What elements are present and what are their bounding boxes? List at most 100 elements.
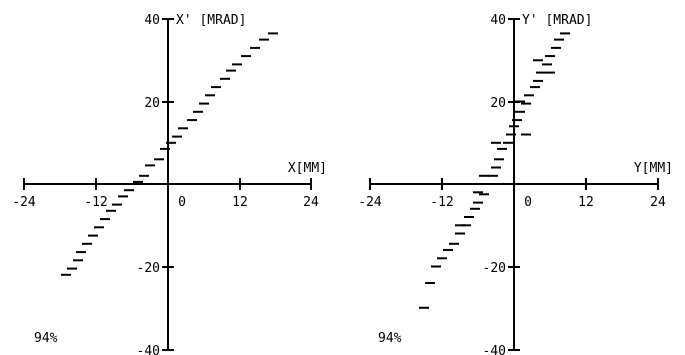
scatter-point [211, 86, 221, 89]
y-tick-label: -20 [137, 261, 160, 276]
scatter-point [554, 38, 564, 41]
scatter-point [172, 135, 182, 138]
x-tick-label: -24 [12, 195, 36, 210]
scatter-point [419, 306, 429, 309]
scatter-point [106, 209, 116, 212]
scatter-points [419, 32, 570, 309]
scatter-point [479, 193, 489, 196]
scatter-point [431, 265, 441, 268]
y-tick-label: -20 [483, 261, 506, 276]
x-tick-label: -24 [358, 195, 382, 210]
scatter-point [473, 201, 483, 204]
scatter-point [524, 94, 534, 97]
scatter-point [232, 63, 242, 66]
scatter-point [533, 59, 543, 62]
scatter-point [479, 174, 489, 177]
scatter-point [521, 133, 531, 136]
scatter-point [187, 119, 197, 122]
coverage-annotation: 94% [378, 331, 402, 346]
scatter-point [76, 251, 86, 254]
scatter-point [154, 158, 164, 161]
scatter-point [455, 232, 465, 235]
scatter-point [73, 259, 83, 262]
scatter-point [241, 55, 251, 58]
scatter-point [118, 195, 128, 198]
scatter-point [491, 141, 501, 144]
y-tick-label: 40 [490, 13, 506, 28]
x-phase-space-plot: -24 -12 0 12 24 40 20 -20 -40 X' [MRAD] … [12, 13, 327, 355]
scatter-point [124, 189, 134, 192]
scatter-point [497, 147, 507, 150]
scatter-point [437, 257, 447, 260]
x-tick-label: 24 [650, 195, 666, 210]
scatter-point [425, 282, 435, 284]
scatter-point [220, 77, 230, 80]
x-tick-label: 24 [303, 195, 319, 210]
scatter-point [443, 249, 453, 251]
x-tick-label: -12 [84, 195, 107, 210]
scatter-point [178, 127, 188, 130]
scatter-point [133, 180, 143, 183]
scatter-point [551, 46, 561, 49]
scatter-point [470, 207, 480, 210]
x-tick-label: 12 [232, 195, 248, 210]
scatter-point [199, 102, 209, 105]
scatter-point [100, 218, 110, 221]
y-tick-label: -40 [137, 344, 160, 355]
x-axis-label: Y[MM] [634, 161, 673, 176]
y-tick-label: 40 [144, 13, 160, 28]
scatter-point [449, 242, 459, 245]
scatter-point [464, 216, 474, 218]
scatter-point [461, 224, 471, 227]
scatter-point [268, 32, 278, 35]
x-axis-label: X[MM] [288, 161, 327, 176]
scatter-point [521, 102, 531, 105]
x-tick-label: 0 [524, 195, 532, 210]
scatter-point [226, 69, 236, 72]
y-tick-label: 20 [490, 96, 506, 111]
scatter-points [61, 32, 278, 276]
scatter-point [533, 79, 543, 82]
scatter-point [82, 242, 92, 245]
scatter-point [259, 38, 269, 41]
scatter-point [506, 133, 516, 136]
scatter-point [94, 226, 104, 229]
y-tick-label: 20 [144, 96, 160, 111]
scatter-point [61, 273, 71, 276]
scatter-point [536, 71, 546, 74]
scatter-point [560, 32, 570, 35]
scatter-point [482, 183, 492, 185]
scatter-point [473, 191, 483, 194]
scatter-point [545, 71, 555, 74]
x-tick-label: 0 [178, 195, 186, 210]
scatter-point [112, 203, 122, 206]
scatter-point [193, 110, 203, 113]
scatter-point [88, 234, 98, 237]
x-tick-label: 12 [578, 195, 594, 210]
scatter-point [503, 141, 513, 144]
scatter-point [166, 141, 176, 144]
coverage-annotation: 94% [34, 331, 58, 346]
y-phase-space-plot: -24 -12 0 12 24 40 20 -20 -40 Y' [MRAD] … [358, 13, 673, 355]
y-tick-label: -40 [483, 344, 506, 355]
x-tick-label: -12 [430, 195, 453, 210]
scatter-point [509, 125, 519, 128]
scatter-point [515, 100, 525, 103]
scatter-point [530, 86, 540, 89]
scatter-point [145, 164, 155, 167]
scatter-point [494, 158, 504, 161]
scatter-point [455, 224, 465, 227]
scatter-point [250, 46, 260, 49]
scatter-point [67, 267, 77, 270]
scatter-point [512, 119, 522, 122]
scatter-point [205, 94, 215, 97]
scatter-point [515, 110, 525, 113]
scatter-point [545, 55, 555, 58]
scatter-point [488, 174, 498, 177]
scatter-point [160, 147, 170, 150]
y-axis-label: Y' [MRAD] [522, 13, 592, 28]
y-axis-label: X' [MRAD] [176, 13, 246, 28]
scatter-point [139, 174, 149, 177]
scatter-point [491, 166, 501, 169]
